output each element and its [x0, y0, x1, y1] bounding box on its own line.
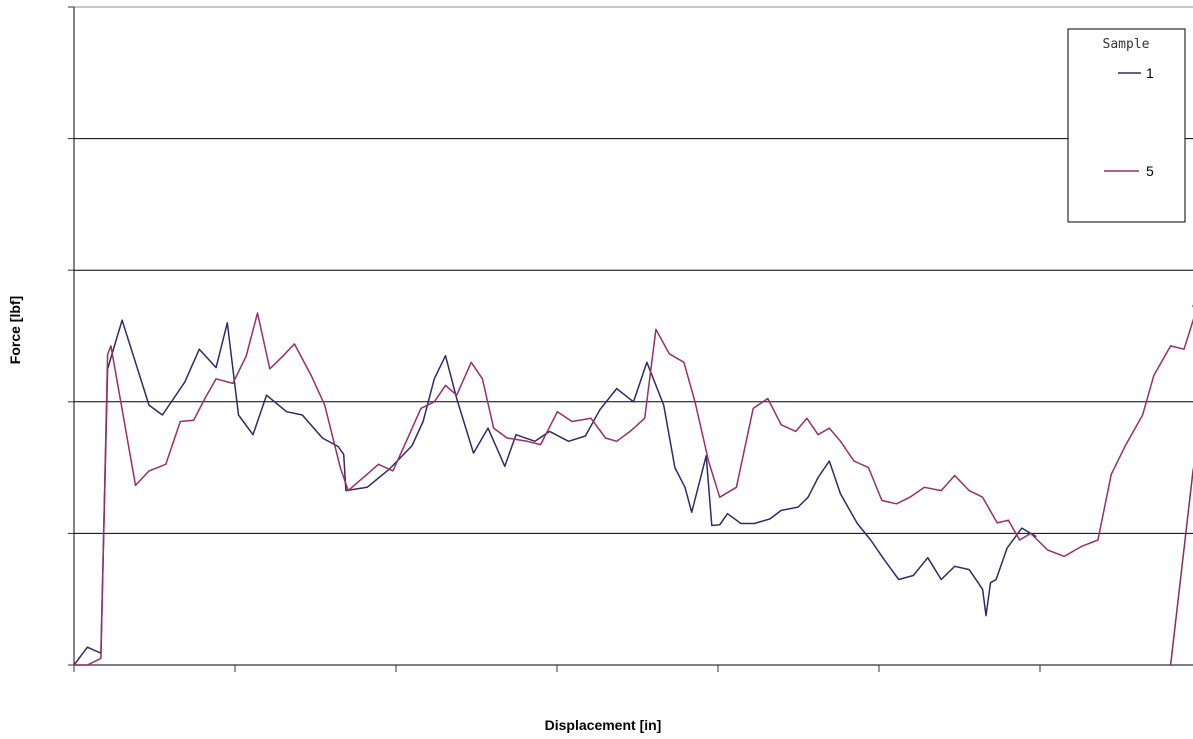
- series-line-5: [74, 304, 1193, 666]
- legend-title: Sample: [1103, 37, 1150, 52]
- plot-area: [68, 6, 1193, 672]
- gridlines: [74, 6, 1193, 534]
- y-axis-title: Force [lbf]: [7, 296, 23, 364]
- legend-label-series-1: 1: [1146, 65, 1154, 81]
- y-axis-ticks: [68, 6, 74, 666]
- legend-box: [1067, 28, 1186, 223]
- series-line-1: [73, 319, 1037, 666]
- series-layer: [73, 304, 1193, 666]
- legend: Sample 1 5: [1067, 28, 1186, 223]
- series-line-segment-2: [1169, 466, 1193, 666]
- legend-label-series-5: 5: [1146, 163, 1154, 179]
- x-axis-ticks: [73, 665, 1041, 672]
- x-axis-title: Displacement [in]: [545, 717, 662, 733]
